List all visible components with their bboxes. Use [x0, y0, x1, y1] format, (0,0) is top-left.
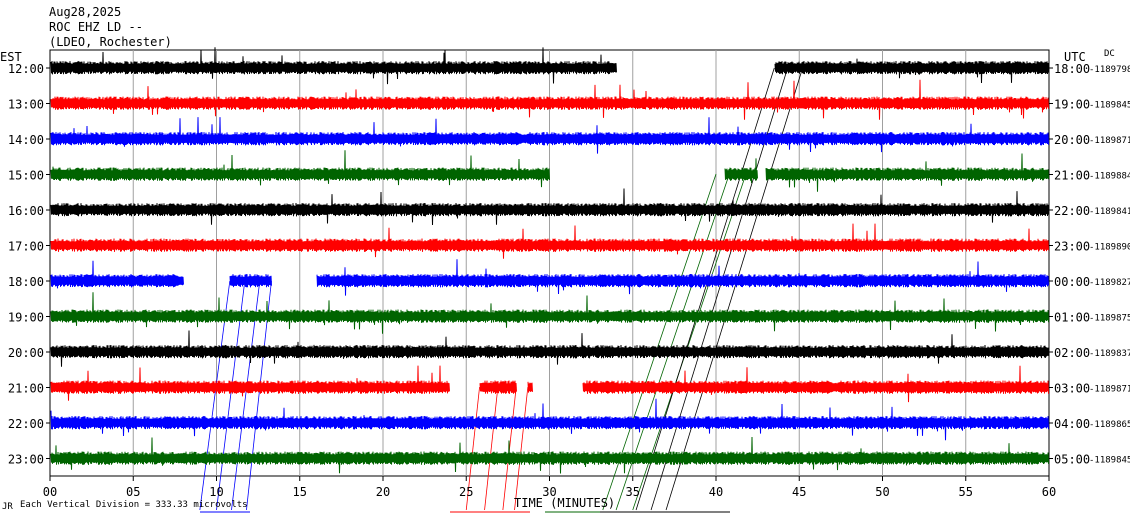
- trace-row-1400: [50, 117, 1049, 154]
- dc-value: -1189875: [1089, 314, 1130, 324]
- x-tick-label: 05: [126, 485, 140, 499]
- x-tick-label: 10: [209, 485, 223, 499]
- x-tick-label: 30: [542, 485, 556, 499]
- utc-label: 02:00: [1054, 346, 1090, 360]
- header: Aug28,2025 ROC EHZ LD -- (LDEO, Rocheste…: [49, 5, 172, 49]
- utc-label: 19:00: [1054, 98, 1090, 112]
- grid-lines: [132, 50, 967, 476]
- est-axis-label: EST: [0, 50, 22, 64]
- est-label: 14:00: [8, 133, 44, 147]
- dc-axis-label: DC: [1104, 49, 1115, 59]
- seismic-traces: [50, 47, 1049, 474]
- trace-row-1200: [50, 47, 1049, 85]
- header-network: (LDEO, Rochester): [49, 35, 172, 49]
- header-station: ROC EHZ LD --: [49, 20, 143, 34]
- est-label: 22:00: [8, 417, 44, 431]
- est-label: 15:00: [8, 169, 44, 183]
- x-tick-label: 40: [709, 485, 723, 499]
- x-tick-label: 45: [792, 485, 806, 499]
- trace-row-1300: [50, 79, 1049, 120]
- dc-value: -1189837: [1089, 349, 1130, 359]
- utc-label: 23:00: [1054, 240, 1090, 254]
- utc-label: 21:00: [1054, 169, 1090, 183]
- est-label: 13:00: [8, 98, 44, 112]
- utc-label: 22:00: [1054, 204, 1090, 218]
- est-label: 16:00: [8, 204, 44, 218]
- est-label: 18:00: [8, 275, 44, 289]
- est-label: 12:00: [8, 62, 44, 76]
- dc-value: -1189798: [1089, 65, 1130, 75]
- x-tick-label: 50: [875, 485, 889, 499]
- trace-row-1500: [50, 150, 1049, 192]
- x-tick-labels: 00 05 10 15 20 25 30 35 40 45 50 55 60: [43, 476, 1056, 499]
- utc-label: 18:00: [1054, 62, 1090, 76]
- dc-value: -1189845: [1089, 456, 1130, 466]
- dc-value: -1189845: [1089, 101, 1130, 111]
- footer-scale-text: Each Vertical Division = 333.33 microvol…: [20, 500, 248, 510]
- dc-value: -1189865: [1089, 420, 1130, 430]
- est-label: 17:00: [8, 240, 44, 254]
- utc-label: 03:00: [1054, 382, 1090, 396]
- trace-row-2300: [50, 436, 1049, 474]
- header-date: Aug28,2025: [49, 5, 121, 19]
- dc-value: -1189890: [1089, 243, 1130, 253]
- est-label: 21:00: [8, 382, 44, 396]
- est-label: 20:00: [8, 346, 44, 360]
- utc-label: 20:00: [1054, 133, 1090, 147]
- trace-row-1600: [50, 188, 1049, 226]
- trace-row-1700: [50, 223, 1049, 259]
- dc-value: -1189871: [1089, 136, 1130, 146]
- utc-label: 00:00: [1054, 275, 1090, 289]
- dc-value: -1189884: [1089, 172, 1130, 182]
- x-tick-label: 20: [376, 485, 390, 499]
- trace-row-2200: [50, 398, 1049, 441]
- footer-corner-mark: JR: [2, 502, 13, 512]
- dc-value: -1189871: [1089, 385, 1130, 395]
- trace-row-2100: [50, 365, 1049, 403]
- trace-row-1800: [50, 259, 1049, 296]
- x-tick-label: 55: [959, 485, 973, 499]
- trace-row-1900: [50, 292, 1049, 334]
- dc-value: -1189827: [1089, 278, 1130, 288]
- x-tick-label: 60: [1042, 485, 1056, 499]
- dc-value: -1189841: [1089, 207, 1130, 217]
- utc-label: 01:00: [1054, 311, 1090, 325]
- trace-row-2000: [50, 330, 1049, 367]
- x-tick-label: 25: [459, 485, 473, 499]
- est-label: 23:00: [8, 453, 44, 467]
- overlay-line: [484, 386, 499, 511]
- x-axis-label: TIME (MINUTES): [514, 496, 615, 510]
- x-tick-label: 15: [293, 485, 307, 499]
- utc-label: 04:00: [1054, 417, 1090, 431]
- utc-label: 05:00: [1054, 453, 1090, 467]
- x-tick-label: 00: [43, 485, 57, 499]
- est-label: 19:00: [8, 311, 44, 325]
- x-tick-label: 35: [626, 485, 640, 499]
- overlay-line: [514, 386, 529, 511]
- utc-axis-label: UTC: [1064, 50, 1086, 64]
- overlay-line: [465, 386, 480, 511]
